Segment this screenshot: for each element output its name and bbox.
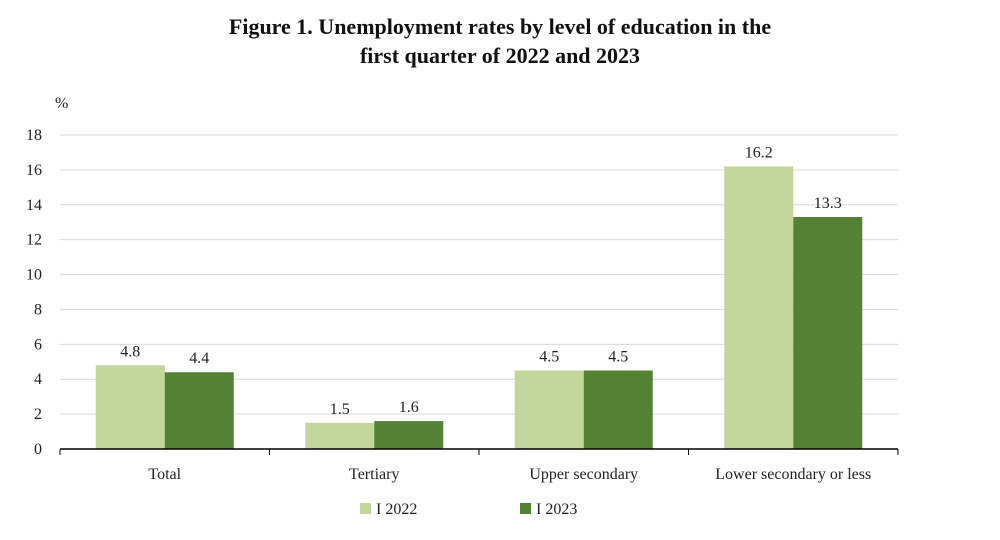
bar xyxy=(793,216,863,449)
chart-title-line-1: Figure 1. Unemployment rates by level of… xyxy=(228,14,772,39)
x-tick-label: Total xyxy=(148,466,181,483)
y-tick-label: 10 xyxy=(26,267,42,284)
data-label: 16.2 xyxy=(745,144,773,161)
y-axis-label: % xyxy=(55,95,68,112)
chart-title: Figure 1. Unemployment rates by level of… xyxy=(0,12,1000,70)
bar xyxy=(583,370,653,449)
x-axis: Total Tertiary Upper secondary Lower second… xyxy=(59,448,899,483)
data-label: 4.5 xyxy=(608,349,628,366)
y-tick-label: 6 xyxy=(34,336,42,353)
chart-title-line-2: first quarter of 2022 and 2023 xyxy=(359,43,641,68)
y-tick-label: 2 xyxy=(34,406,42,423)
bar xyxy=(374,421,444,449)
y-tick-label: 4 xyxy=(34,371,42,388)
bar xyxy=(724,166,794,449)
data-label: 4.4 xyxy=(189,350,209,367)
y-tick-label: 18 xyxy=(26,127,42,144)
y-tick-label: 14 xyxy=(26,197,42,214)
bar xyxy=(95,365,165,449)
data-label: 4.5 xyxy=(539,349,559,366)
bar xyxy=(514,370,584,449)
data-label: 4.8 xyxy=(120,343,140,360)
y-tick-label: 8 xyxy=(34,301,42,318)
y-axis: 0 2 4 6 8 10 12 14 16 18% xyxy=(26,95,68,458)
legend-swatch xyxy=(360,503,371,514)
bar xyxy=(305,422,375,449)
y-tick-label: 12 xyxy=(26,232,42,249)
legend-label: I 2023 xyxy=(536,501,577,518)
x-tick-label: Lower secondary or less xyxy=(715,466,871,483)
data-label: 1.5 xyxy=(330,401,350,418)
y-tick-label: 16 xyxy=(26,162,42,179)
x-tick-label: Upper secondary xyxy=(529,466,638,483)
y-tick-label: 0 xyxy=(34,441,42,458)
data-label: 13.3 xyxy=(814,195,842,212)
bar xyxy=(164,372,234,449)
data-label: 1.6 xyxy=(399,399,419,416)
x-tick-label: Tertiary xyxy=(349,466,399,483)
legend-label: I 2022 xyxy=(376,501,417,518)
legend-swatch xyxy=(520,503,531,514)
legend: I 2022 I 2023 xyxy=(360,501,577,518)
bars: 4.8 4.4 1.5 1.6 4.5 4.5 16.2 13.3 xyxy=(95,144,863,449)
